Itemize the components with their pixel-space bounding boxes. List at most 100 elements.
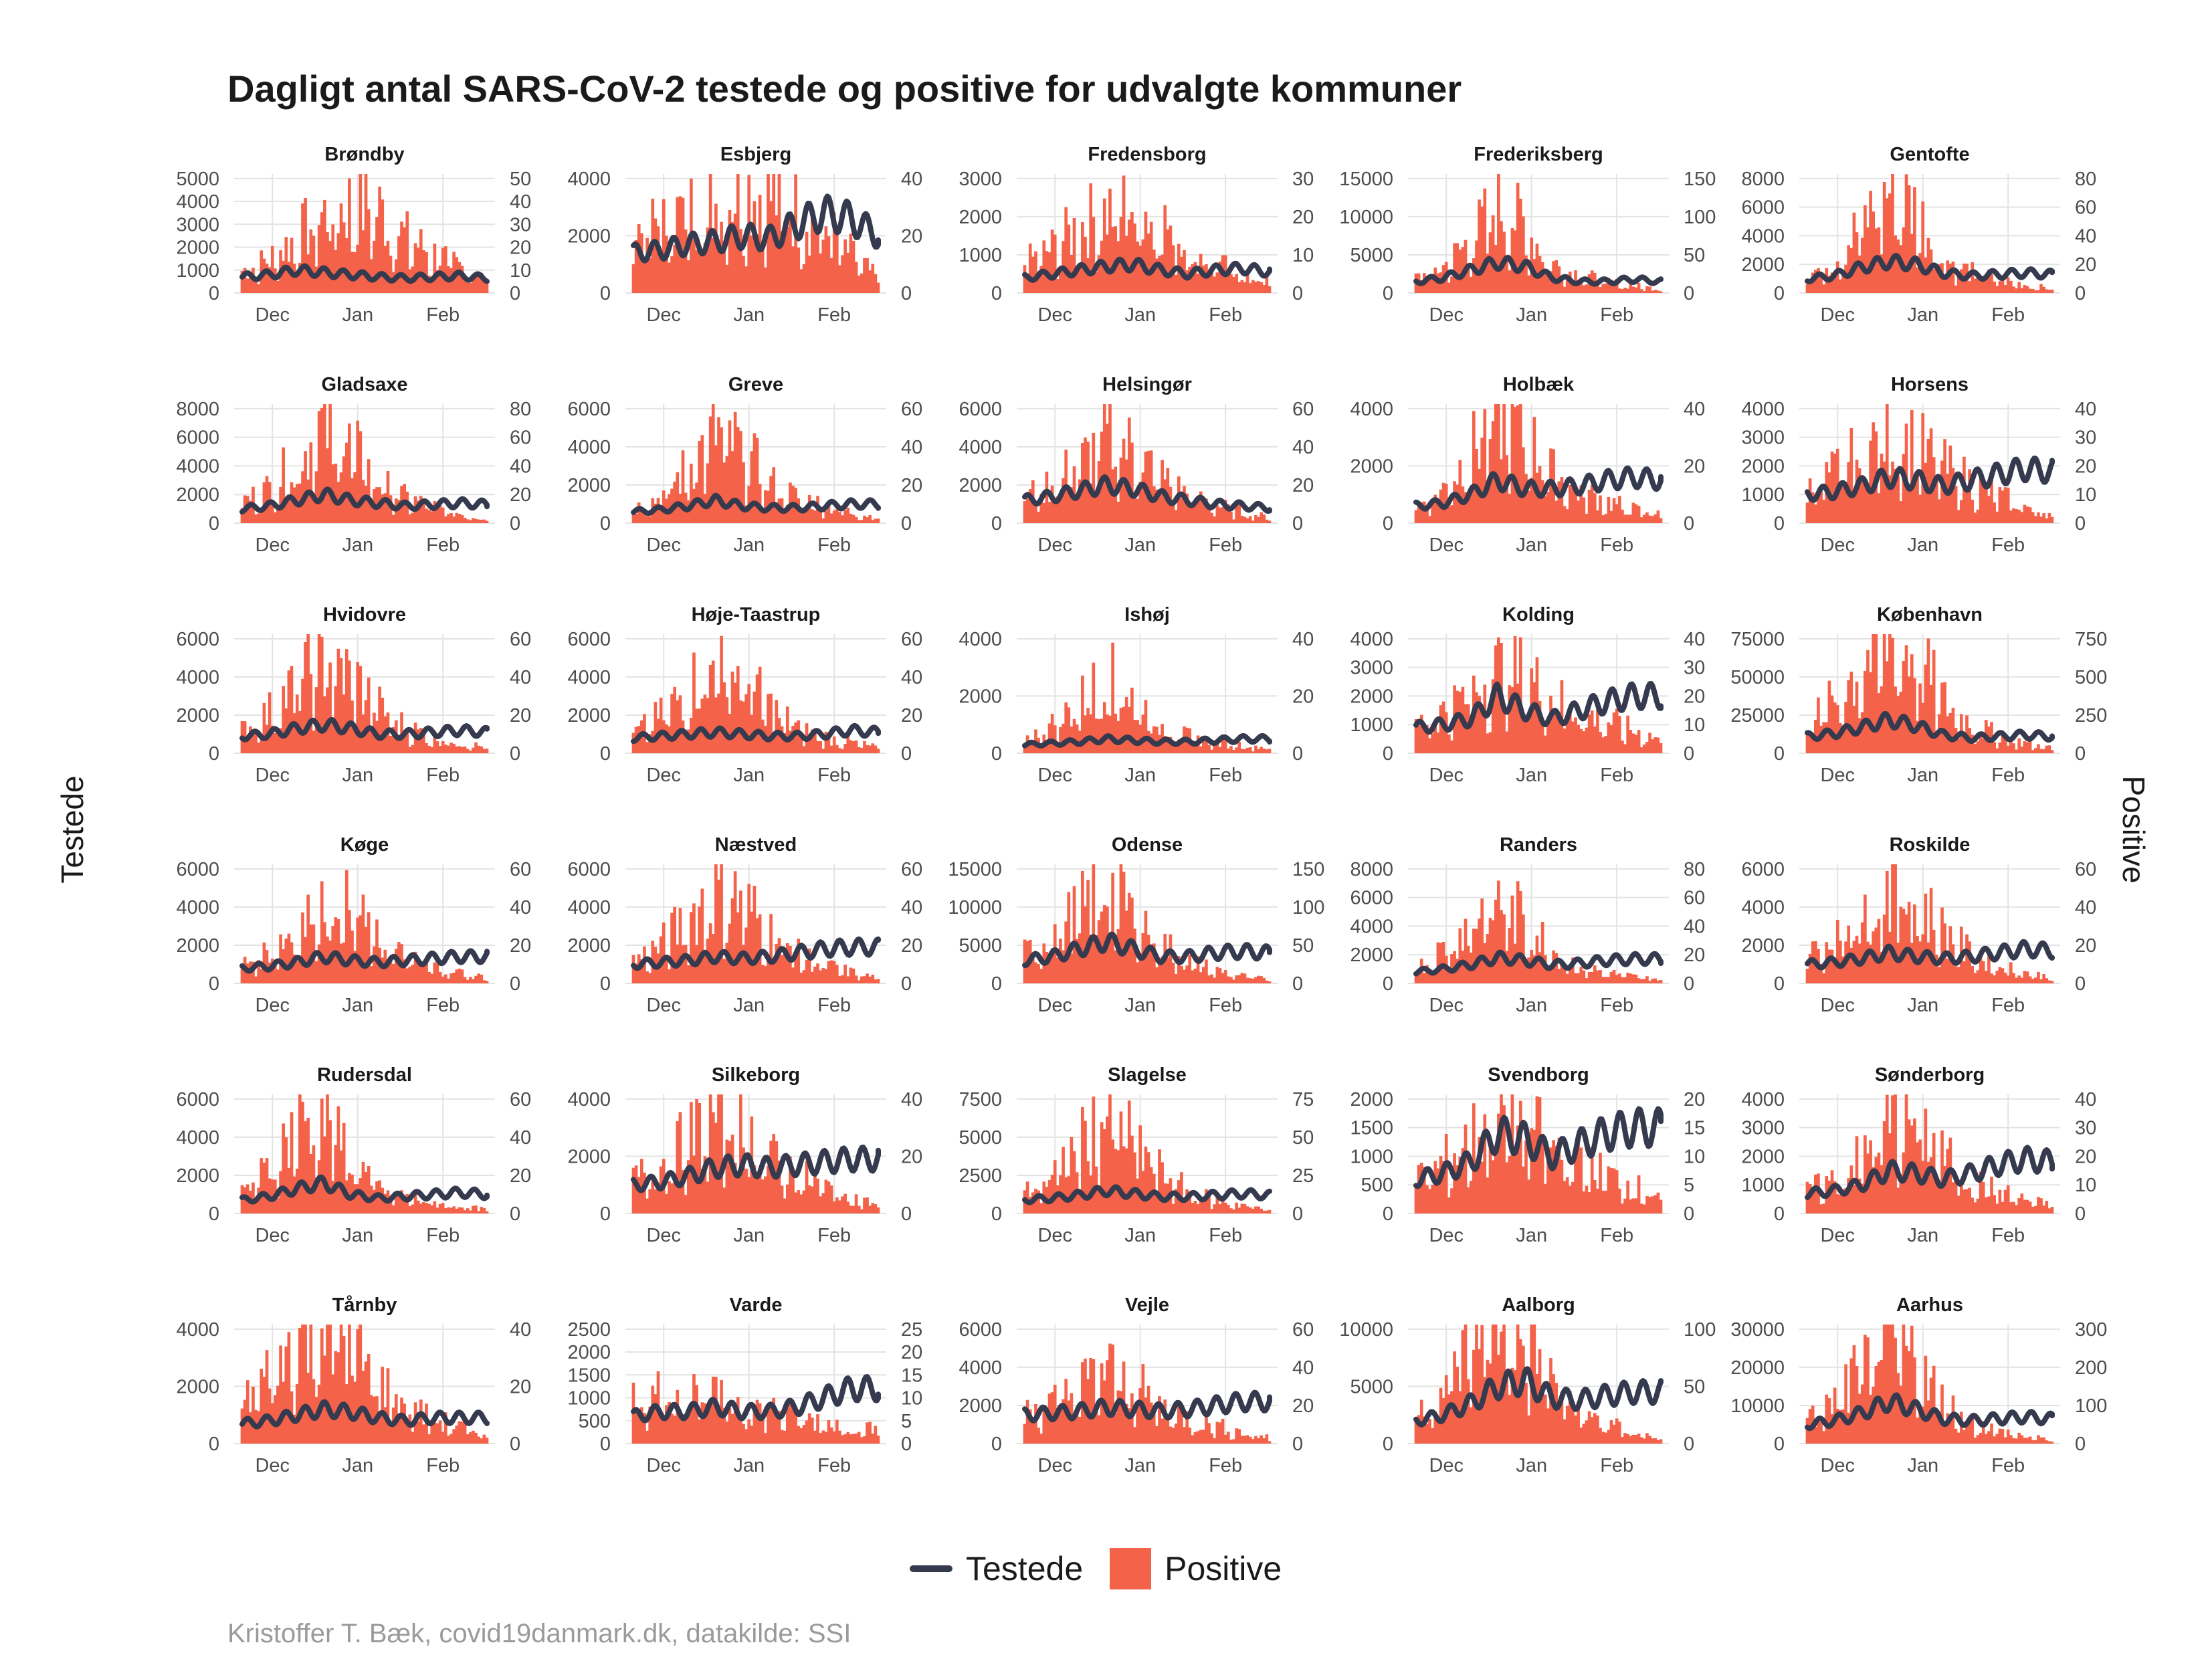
testede-line — [1413, 1366, 1664, 1428]
positive-bar — [714, 697, 718, 753]
positive-bar — [364, 174, 368, 293]
x-tick-label: Jan — [1516, 1455, 1547, 1476]
positive-bar — [1552, 712, 1555, 753]
positive-bar — [1254, 977, 1258, 983]
positive-bar — [1265, 1434, 1269, 1444]
positive-bar — [474, 1432, 478, 1444]
positive-bar — [736, 1171, 740, 1213]
positive-bar — [1946, 1149, 1950, 1213]
positive-bar — [304, 1121, 307, 1213]
positive-bar — [1042, 502, 1046, 523]
positive-bar — [695, 250, 698, 293]
positive-bar — [700, 888, 704, 983]
positive-bar — [744, 1429, 748, 1444]
left-tick-label: 5000 — [959, 935, 1002, 957]
positive-bar — [1954, 1179, 1958, 1213]
positive-bar — [413, 243, 417, 293]
positive-bar — [1453, 481, 1456, 523]
positive-bar — [1940, 907, 1944, 983]
positive-bar — [673, 1416, 677, 1444]
positive-bar — [391, 964, 395, 983]
panel-title: Hvidovre — [323, 604, 406, 625]
positive-bar — [1028, 1197, 1032, 1213]
positive-bar — [1596, 284, 1599, 293]
positive-bar — [1240, 280, 1244, 293]
panel-title: Varde — [730, 1294, 783, 1316]
positive-bar — [750, 451, 754, 523]
positive-bar — [1174, 974, 1178, 983]
positive-bar — [413, 951, 417, 983]
positive-bar — [1540, 719, 1544, 753]
positive-bar — [1651, 1438, 1654, 1444]
positive-bar — [827, 236, 831, 293]
positive-bar — [1423, 501, 1426, 523]
positive-bar — [1543, 735, 1547, 753]
positive-bar — [821, 968, 825, 983]
positive-bar — [1483, 188, 1487, 293]
positive-bar — [1995, 971, 1999, 983]
positive-bar — [301, 1101, 304, 1213]
positive-bar — [1464, 492, 1468, 523]
positive-bar — [1124, 1148, 1128, 1213]
positive-bar — [1483, 409, 1487, 523]
positive-bar — [1472, 258, 1476, 293]
positive-bar — [1097, 1188, 1101, 1213]
positive-bar — [1417, 972, 1421, 983]
positive-bar — [1984, 971, 1988, 983]
positive-bar — [290, 237, 294, 293]
positive-bar — [1226, 749, 1230, 753]
x-tick-label: Jan — [342, 304, 373, 326]
positive-bar — [435, 1207, 439, 1213]
positive-bar — [1943, 439, 1946, 523]
positive-bar — [1894, 235, 1897, 293]
positive-bar — [1183, 969, 1186, 983]
left-tick-label: 2000 — [1350, 456, 1393, 477]
positive-bar — [443, 246, 447, 293]
left-tick-label: 2000 — [959, 1395, 1002, 1417]
left-tick-label: 0 — [600, 283, 611, 304]
positive-bar — [1152, 726, 1156, 753]
positive-bar — [1582, 497, 1586, 523]
left-tick-label: 4000 — [567, 897, 611, 918]
positive-bar — [1136, 498, 1139, 523]
x-tick-label: Feb — [1209, 765, 1242, 786]
positive-bar — [829, 1185, 833, 1213]
right-tick-label: 0 — [901, 743, 912, 765]
positive-bar — [1971, 499, 1975, 523]
positive-bar — [1158, 494, 1161, 523]
positive-bar — [301, 678, 304, 753]
right-tick-label: 10 — [901, 1388, 922, 1409]
positive-bar — [2023, 1438, 2027, 1444]
positive-bar — [1177, 739, 1181, 753]
positive-bar — [1171, 1428, 1175, 1444]
positive-bar — [785, 943, 789, 983]
positive-bar — [1819, 963, 1823, 983]
positive-bar — [1243, 282, 1247, 293]
left-tick-label: 2000 — [959, 475, 1002, 496]
positive-bar — [276, 507, 280, 523]
positive-bar — [1852, 212, 1856, 293]
left-tick-label: 6000 — [959, 399, 1002, 420]
positive-bar — [1210, 271, 1213, 293]
x-tick-label: Dec — [1037, 1455, 1072, 1476]
positive-bar — [1475, 692, 1478, 753]
positive-bar — [1251, 978, 1255, 983]
positive-bar — [665, 235, 668, 293]
left-tick-label: 7500 — [959, 1089, 1002, 1110]
testede-line — [631, 722, 881, 745]
positive-bar — [1847, 1412, 1851, 1444]
positive-bar — [730, 1413, 734, 1444]
positive-bar — [1491, 1160, 1495, 1213]
positive-bar — [1623, 977, 1627, 983]
positive-bar — [849, 513, 853, 523]
positive-bar — [1067, 489, 1071, 523]
positive-bar — [750, 911, 754, 983]
left-tick-label: 500 — [1361, 1175, 1393, 1196]
positive-bar — [1245, 1206, 1249, 1213]
positive-bar — [1472, 411, 1476, 523]
left-tick-label: 4000 — [176, 456, 219, 477]
positive-bar — [2037, 1435, 2040, 1444]
positive-bar — [1938, 1416, 1941, 1444]
positive-bar — [425, 252, 428, 293]
positive-bar — [1981, 1421, 1985, 1444]
